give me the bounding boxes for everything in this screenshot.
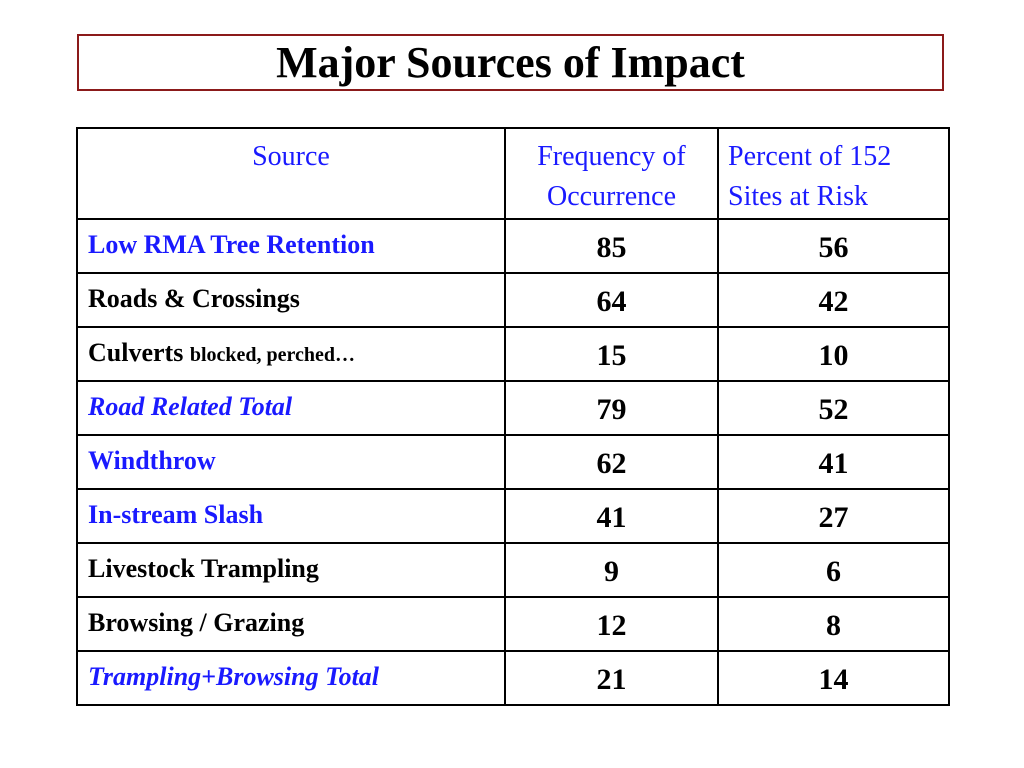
table-row: Windthrow 62 41 xyxy=(76,434,950,490)
percent-cell: 41 xyxy=(717,434,950,490)
frequency-cell: 21 xyxy=(504,650,719,706)
source-cell: Livestock Trampling xyxy=(76,542,506,598)
source-cell: Browsing / Grazing xyxy=(76,596,506,652)
source-label: Browsing / Grazing xyxy=(88,608,305,637)
source-label: Windthrow xyxy=(88,446,216,475)
frequency-cell: 64 xyxy=(504,272,719,328)
percent-cell: 52 xyxy=(717,380,950,436)
frequency-cell: 85 xyxy=(504,218,719,274)
header-source-line1: Source xyxy=(252,141,330,172)
frequency-cell: 79 xyxy=(504,380,719,436)
title-box: Major Sources of Impact xyxy=(77,34,944,91)
percent-cell: 8 xyxy=(717,596,950,652)
source-label: Low RMA Tree Retention xyxy=(88,230,375,259)
frequency-cell: 12 xyxy=(504,596,719,652)
frequency-cell: 62 xyxy=(504,434,719,490)
table-row: Road Related Total 79 52 xyxy=(76,380,950,436)
source-label: Road Related Total xyxy=(88,392,293,421)
page-title: Major Sources of Impact xyxy=(276,37,745,87)
percent-cell: 14 xyxy=(717,650,950,706)
source-label: Trampling+Browsing Total xyxy=(88,662,380,691)
header-source: Source xyxy=(76,127,506,220)
header-percent: Percent of 152 Sites at Risk xyxy=(717,127,950,220)
source-cell: Roads & Crossings xyxy=(76,272,506,328)
header-percent-line1: Percent of 152 xyxy=(728,141,892,172)
percent-cell: 56 xyxy=(717,218,950,274)
frequency-cell: 9 xyxy=(504,542,719,598)
source-cell: Windthrow xyxy=(76,434,506,490)
header-percent-line2: Sites at Risk xyxy=(728,181,869,212)
table-row: Livestock Trampling 9 6 xyxy=(76,542,950,598)
source-cell: Trampling+Browsing Total xyxy=(76,650,506,706)
table-row: Browsing / Grazing 12 8 xyxy=(76,596,950,652)
percent-cell: 10 xyxy=(717,326,950,382)
source-cell: Road Related Total xyxy=(76,380,506,436)
frequency-cell: 41 xyxy=(504,488,719,544)
table-row: Low RMA Tree Retention 85 56 xyxy=(76,218,950,274)
source-label: Culverts xyxy=(88,338,190,367)
table-row: Roads & Crossings 64 42 xyxy=(76,272,950,328)
header-frequency-line2: Occurrence xyxy=(546,181,676,212)
source-label: Roads & Crossings xyxy=(88,284,300,313)
percent-cell: 27 xyxy=(717,488,950,544)
impact-table-container: Source Frequency of Occurrence Percent o… xyxy=(76,127,950,706)
table-row: Trampling+Browsing Total 21 14 xyxy=(76,650,950,706)
source-label: Livestock Trampling xyxy=(88,554,319,583)
table-header-row: Source Frequency of Occurrence Percent o… xyxy=(76,127,950,220)
source-sublabel: blocked, perched… xyxy=(189,344,356,366)
header-frequency-line1: Frequency of xyxy=(537,141,686,172)
impact-table: Source Frequency of Occurrence Percent o… xyxy=(76,127,950,706)
percent-cell: 42 xyxy=(717,272,950,328)
source-cell: In-stream Slash xyxy=(76,488,506,544)
percent-cell: 6 xyxy=(717,542,950,598)
source-label: In-stream Slash xyxy=(88,500,264,529)
source-cell: Culverts blocked, perched… xyxy=(76,326,506,382)
table-row: In-stream Slash 41 27 xyxy=(76,488,950,544)
source-cell: Low RMA Tree Retention xyxy=(76,218,506,274)
table-row: Culverts blocked, perched… 15 10 xyxy=(76,326,950,382)
frequency-cell: 15 xyxy=(504,326,719,382)
header-frequency: Frequency of Occurrence xyxy=(504,127,719,220)
